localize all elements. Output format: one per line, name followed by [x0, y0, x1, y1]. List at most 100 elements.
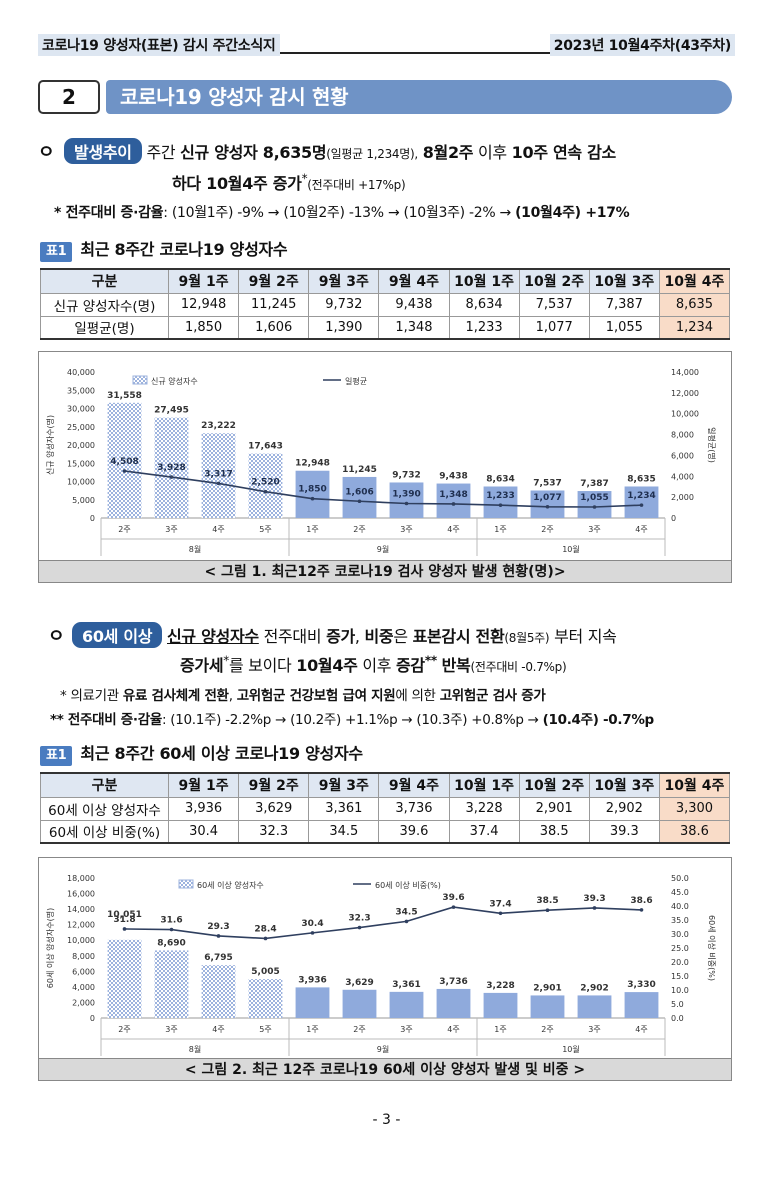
- bar: [577, 491, 612, 518]
- trend-line-1: 발생추이 주간 신규 양성자 8,635명(일평균 1,234명), 8월2주 …: [64, 138, 616, 164]
- text: 신규 양성자 8,635명: [180, 143, 327, 162]
- table-row: 신규 양성자수(명) 12,948 11,245 9,732 9,438 8,634 7,5…: [40, 292, 731, 317]
- senior-note-1: * 의료기관 유료 검사체계 전환, 고위험군 건강보험 급여 지원에 의한 고…: [60, 684, 546, 704]
- month-label: 10월: [562, 1044, 580, 1054]
- left-tick-label: 2,000: [72, 998, 95, 1007]
- right-tick-label: 4,000: [671, 472, 694, 481]
- line-value-label: 28.4: [254, 924, 276, 934]
- bar-value-label: 8,634: [486, 474, 514, 484]
- text: (전주대비 -0.7%p): [470, 660, 567, 674]
- text: 신규 양성자수: [167, 627, 259, 646]
- line-value-label: 3,317: [204, 469, 232, 479]
- text: (전주대비 +17%p): [307, 178, 406, 192]
- trend-note: * 전주대비 증·감율: (10월1주) -9% → (10월2주) -13% …: [54, 202, 630, 222]
- line-value-label: 1,850: [298, 485, 326, 495]
- text: (일평균 1,234명),: [326, 147, 418, 161]
- column-header: 10월 3주: [588, 772, 660, 798]
- left-tick-label: 40,000: [67, 368, 95, 377]
- text: 주간: [146, 143, 176, 162]
- text: 비중: [364, 627, 394, 646]
- right-tick-label: 12,000: [671, 389, 699, 398]
- category-label: 3주: [588, 525, 600, 534]
- table-cell: 32.3: [238, 819, 310, 844]
- table-cell: 1,850: [167, 315, 240, 340]
- table-tag: 표1: [40, 746, 73, 766]
- left-tick-label: 25,000: [67, 423, 95, 432]
- line-point: [263, 489, 268, 494]
- column-header: 9월 2주: [238, 772, 310, 798]
- text: 를 보이다: [228, 656, 292, 675]
- table-cell: 37.4: [448, 819, 520, 844]
- column-header: 10월 2주: [518, 772, 590, 798]
- right-tick-label: 15.0: [671, 972, 689, 981]
- text: * 의료기관: [60, 688, 119, 704]
- right-tick-label: 50.0: [671, 874, 689, 883]
- bar-value-label: 3,936: [298, 975, 326, 985]
- left-tick-label: 10,000: [67, 478, 95, 487]
- bar: [436, 483, 471, 518]
- table-cell: 38.5: [518, 819, 590, 844]
- trend-pill: 발생추이: [64, 138, 142, 164]
- table-cell: 12,948: [167, 292, 240, 317]
- table-row: 60세 이상 양성자수 3,936 3,629 3,361 3,736 3,228 2,90…: [40, 796, 731, 821]
- trend-summary: ㅇ 발생추이 주간 신규 양성자 8,635명(일평균 1,234명), 8월2…: [38, 136, 738, 226]
- month-label: 8월: [189, 544, 201, 554]
- table-cell: 3,936: [167, 796, 240, 821]
- left-tick-label: 15,000: [67, 459, 95, 468]
- bar: [624, 992, 659, 1018]
- bar-value-label: 9,732: [392, 470, 420, 480]
- line-value-label: 38.6: [630, 896, 652, 906]
- category-label: 4주: [635, 525, 647, 534]
- row-label: 60세 이상 양성자수: [40, 796, 169, 821]
- category-label: 1주: [306, 525, 318, 534]
- category-label: 4주: [447, 525, 459, 534]
- table-cell: 30.4: [167, 819, 240, 844]
- text: 에 의한: [395, 688, 436, 704]
- right-tick-label: 6,000: [671, 451, 694, 460]
- legend-label: 일평균: [345, 376, 367, 386]
- bar-value-label: 8,690: [157, 938, 185, 948]
- bar-value-label: 2,901: [533, 983, 561, 993]
- right-tick-label: 20.0: [671, 958, 689, 967]
- table-cell: 38.6: [658, 819, 731, 844]
- left-tick-label: 12,000: [67, 921, 95, 930]
- right-tick-label: 10,000: [671, 410, 699, 419]
- table-cell: 1,606: [238, 315, 310, 340]
- left-tick-label: 35,000: [67, 386, 95, 395]
- line-point: [404, 919, 409, 924]
- table-cell: 8,635: [658, 292, 731, 317]
- left-tick-label: 0: [90, 1014, 95, 1023]
- right-tick-label: 0.0: [671, 1014, 684, 1023]
- line-value-label: 39.6: [442, 893, 464, 903]
- month-label: 9월: [377, 544, 389, 554]
- section-heading: 2 코로나19 양성자 감시 현황: [38, 80, 732, 114]
- bar: [342, 476, 377, 518]
- category-label: 2주: [353, 525, 365, 534]
- table-cell: 3,228: [448, 796, 520, 821]
- text: **: [424, 653, 437, 668]
- senior-line-2: 증가세*를 보이다 10월4주 이후 증감** 반복(전주대비 -0.7%p): [180, 652, 567, 676]
- line-value-label: 3,928: [157, 463, 185, 473]
- table-cell: 1,077: [518, 315, 590, 340]
- table-row: 일평균(명) 1,850 1,606 1,390 1,348 1,233 1,077 1,05…: [40, 315, 731, 340]
- bar-value-label: 31,558: [107, 391, 142, 401]
- bar: [530, 490, 565, 518]
- bar-value-label: 8,635: [627, 474, 655, 484]
- month-label: 8월: [189, 1044, 201, 1054]
- bar: [248, 453, 283, 518]
- bar-value-label: 11,245: [342, 465, 377, 475]
- table-cell: 1,055: [588, 315, 660, 340]
- table-cell: 39.3: [588, 819, 660, 844]
- page-number: - 3 -: [372, 1112, 401, 1128]
- text: 고위험군 건강보험 급여 지원: [236, 688, 396, 704]
- legend-label: 60세 이상 비중(%): [375, 880, 441, 890]
- left-tick-label: 5,000: [72, 496, 95, 505]
- table-cell: 3,736: [378, 796, 450, 821]
- section-number: 2: [38, 80, 100, 114]
- bar-value-label: 23,222: [201, 421, 236, 431]
- line-point: [263, 936, 268, 941]
- table-cell: 9,438: [378, 292, 450, 317]
- category-label: 2주: [118, 525, 130, 534]
- bar-value-label: 7,387: [580, 479, 608, 489]
- table-row: 60세 이상 비중(%) 30.4 32.3 34.5 39.6 37.4 38.5 39.3…: [40, 819, 731, 844]
